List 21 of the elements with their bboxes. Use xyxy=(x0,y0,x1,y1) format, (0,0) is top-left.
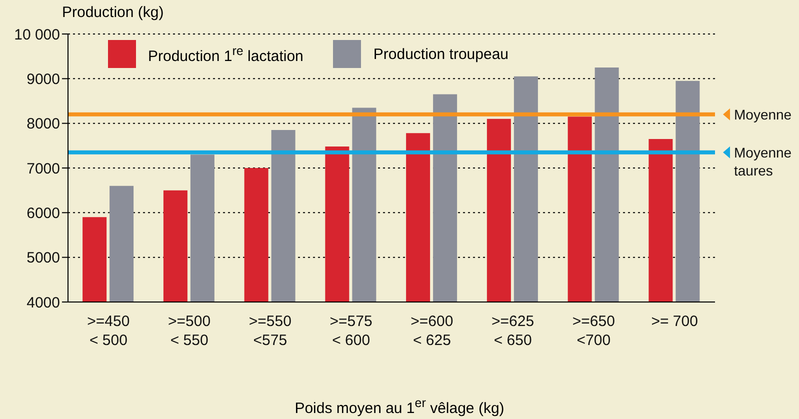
x-axis-title: Poids moyen au 1$^{er}$ vêlage (kg) xyxy=(294,396,506,417)
x-tick-label: >=600 < 625 xyxy=(410,313,454,349)
y-tick-label: 8000 xyxy=(26,116,60,133)
x-tick-label: >=575 < 600 xyxy=(330,313,372,349)
x-tick-label: >=650 <700 xyxy=(572,313,615,349)
ref-line-label: Moyenne taures xyxy=(734,144,792,178)
y-tick-label: 4000 xyxy=(26,294,60,312)
x-tick-label: >=625 < 650 xyxy=(492,313,534,349)
y-tick-label: 10 000 xyxy=(14,26,60,44)
legend-label: Production 1$^{re}$ lactation xyxy=(148,44,304,64)
legend-label: Production troupeau xyxy=(373,46,509,62)
y-tick-label: 7000 xyxy=(26,160,60,178)
x-tick-label: >=500 < 550 xyxy=(168,313,211,349)
ref-line-label: Moyenne xyxy=(734,106,792,122)
y-axis-title: Production (kg) xyxy=(62,4,164,21)
y-tick-label: 6000 xyxy=(26,204,60,222)
y-tick-label: 5000 xyxy=(26,250,60,267)
x-tick-label: >=550 <575 xyxy=(248,313,292,349)
x-tick-label: >= 700 xyxy=(651,313,698,330)
x-tick-label: >=450 < 500 xyxy=(87,313,130,349)
y-tick-label: 9000 xyxy=(26,70,60,88)
